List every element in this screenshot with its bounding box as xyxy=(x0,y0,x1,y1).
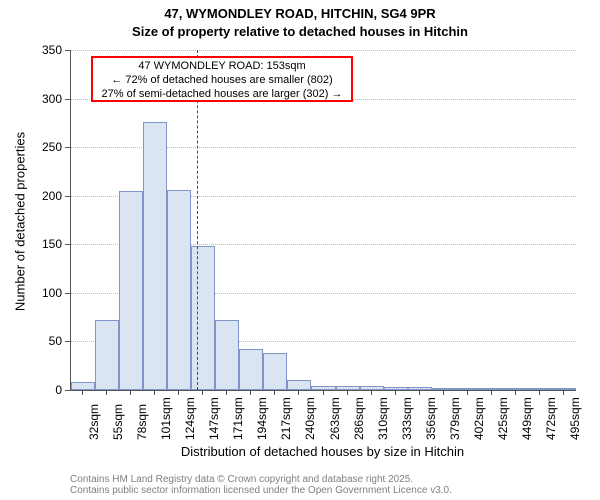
x-tick-mark xyxy=(491,390,492,395)
y-tick-mark xyxy=(65,341,70,342)
footer-text: Contains HM Land Registry data © Crown c… xyxy=(70,474,600,496)
x-tick-label: 124sqm xyxy=(183,397,197,440)
chart-title-line2: Size of property relative to detached ho… xyxy=(0,24,600,39)
x-axis-label: Distribution of detached houses by size … xyxy=(70,444,575,459)
x-tick-mark xyxy=(226,390,227,395)
y-tick-mark xyxy=(65,293,70,294)
x-tick-label: 217sqm xyxy=(279,397,293,440)
y-tick-mark xyxy=(65,99,70,100)
x-tick-mark xyxy=(395,390,396,395)
x-tick-label: 101sqm xyxy=(159,397,173,440)
y-tick-label: 350 xyxy=(22,43,62,57)
histogram-bar xyxy=(71,382,95,390)
x-tick-mark xyxy=(371,390,372,395)
y-tick-label: 200 xyxy=(22,189,62,203)
plot-area: 47 WYMONDLEY ROAD: 153sqm← 72% of detach… xyxy=(70,50,576,391)
x-tick-mark xyxy=(154,390,155,395)
x-tick-label: 171sqm xyxy=(231,397,245,440)
x-tick-label: 147sqm xyxy=(207,397,221,440)
y-tick-label: 50 xyxy=(22,334,62,348)
x-tick-label: 449sqm xyxy=(520,397,534,440)
annotation-box: 47 WYMONDLEY ROAD: 153sqm← 72% of detach… xyxy=(91,56,353,102)
x-tick-label: 472sqm xyxy=(544,397,558,440)
x-tick-mark xyxy=(419,390,420,395)
x-tick-mark xyxy=(467,390,468,395)
y-tick-mark xyxy=(65,390,70,391)
y-tick-label: 100 xyxy=(22,286,62,300)
y-tick-mark xyxy=(65,50,70,51)
x-tick-mark xyxy=(443,390,444,395)
x-tick-mark xyxy=(106,390,107,395)
x-tick-mark xyxy=(202,390,203,395)
histogram-bar xyxy=(143,122,167,390)
x-tick-label: 263sqm xyxy=(328,397,342,440)
x-tick-mark xyxy=(274,390,275,395)
x-tick-label: 356sqm xyxy=(424,397,438,440)
x-tick-label: 495sqm xyxy=(568,397,582,440)
y-tick-mark xyxy=(65,147,70,148)
histogram-bar xyxy=(95,320,119,390)
y-tick-label: 150 xyxy=(22,237,62,251)
x-tick-label: 240sqm xyxy=(303,397,317,440)
x-tick-label: 333sqm xyxy=(400,397,414,440)
x-tick-mark xyxy=(82,390,83,395)
x-tick-mark xyxy=(250,390,251,395)
y-tick-mark xyxy=(65,244,70,245)
histogram-bar xyxy=(215,320,239,390)
y-tick-label: 0 xyxy=(22,383,62,397)
histogram-bar xyxy=(263,353,287,390)
gridline xyxy=(71,50,576,51)
histogram-bar xyxy=(119,191,143,390)
x-tick-label: 402sqm xyxy=(472,397,486,440)
x-tick-mark xyxy=(178,390,179,395)
histogram-bar xyxy=(239,349,263,390)
x-tick-label: 55sqm xyxy=(111,404,125,440)
x-tick-mark xyxy=(539,390,540,395)
chart-title-line1: 47, WYMONDLEY ROAD, HITCHIN, SG4 9PR xyxy=(0,6,600,21)
y-tick-label: 300 xyxy=(22,92,62,106)
x-tick-mark xyxy=(298,390,299,395)
x-tick-mark xyxy=(130,390,131,395)
x-tick-label: 286sqm xyxy=(352,397,366,440)
x-tick-label: 32sqm xyxy=(87,404,101,440)
histogram-bar xyxy=(287,380,311,390)
annotation-line: 47 WYMONDLEY ROAD: 153sqm xyxy=(97,60,347,74)
x-tick-label: 425sqm xyxy=(496,397,510,440)
x-tick-label: 310sqm xyxy=(376,397,390,440)
chart-container: 47, WYMONDLEY ROAD, HITCHIN, SG4 9PR Siz… xyxy=(0,0,600,500)
y-tick-mark xyxy=(65,196,70,197)
x-tick-mark xyxy=(347,390,348,395)
x-tick-label: 379sqm xyxy=(448,397,462,440)
x-tick-label: 194sqm xyxy=(255,397,269,440)
annotation-line: ← 72% of detached houses are smaller (80… xyxy=(97,74,347,88)
y-tick-label: 250 xyxy=(22,140,62,154)
annotation-line: 27% of semi-detached houses are larger (… xyxy=(97,88,347,102)
x-tick-mark xyxy=(563,390,564,395)
x-tick-mark xyxy=(515,390,516,395)
histogram-bar xyxy=(167,190,191,390)
histogram-bar xyxy=(191,246,215,390)
x-tick-mark xyxy=(323,390,324,395)
x-tick-label: 78sqm xyxy=(135,404,149,440)
